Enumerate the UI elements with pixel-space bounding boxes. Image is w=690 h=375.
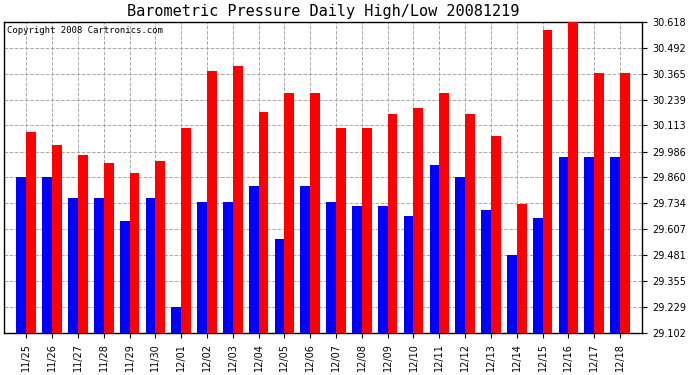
Bar xyxy=(78,155,88,333)
Bar xyxy=(17,177,26,333)
Bar xyxy=(94,198,104,333)
Bar xyxy=(481,210,491,333)
Bar xyxy=(388,114,397,333)
Bar xyxy=(68,198,78,333)
Bar xyxy=(533,219,542,333)
Bar xyxy=(440,93,449,333)
Bar xyxy=(455,177,465,333)
Bar xyxy=(249,186,259,333)
Bar xyxy=(119,220,130,333)
Bar xyxy=(275,239,284,333)
Bar xyxy=(207,70,217,333)
Bar xyxy=(326,202,336,333)
Bar xyxy=(594,73,604,333)
Bar xyxy=(130,173,139,333)
Bar xyxy=(569,21,578,333)
Bar xyxy=(310,93,320,333)
Bar xyxy=(413,108,423,333)
Bar xyxy=(197,202,207,333)
Bar xyxy=(559,157,569,333)
Bar xyxy=(465,114,475,333)
Bar xyxy=(223,202,233,333)
Bar xyxy=(429,165,440,333)
Bar xyxy=(259,112,268,333)
Bar xyxy=(491,136,501,333)
Bar xyxy=(517,204,526,333)
Bar xyxy=(542,30,553,333)
Bar xyxy=(146,198,155,333)
Bar xyxy=(181,128,191,333)
Bar xyxy=(507,255,517,333)
Bar xyxy=(584,157,594,333)
Bar xyxy=(171,307,181,333)
Bar xyxy=(620,73,630,333)
Bar xyxy=(300,186,310,333)
Bar xyxy=(42,177,52,333)
Bar xyxy=(352,206,362,333)
Text: Copyright 2008 Cartronics.com: Copyright 2008 Cartronics.com xyxy=(8,26,164,35)
Bar xyxy=(610,157,620,333)
Bar xyxy=(233,66,243,333)
Bar xyxy=(362,128,372,333)
Bar xyxy=(26,132,36,333)
Title: Barometric Pressure Daily High/Low 20081219: Barometric Pressure Daily High/Low 20081… xyxy=(127,4,520,19)
Bar xyxy=(336,128,346,333)
Bar xyxy=(284,93,294,333)
Bar xyxy=(404,216,413,333)
Bar xyxy=(155,161,165,333)
Bar xyxy=(378,206,388,333)
Bar xyxy=(52,144,62,333)
Bar xyxy=(104,163,114,333)
